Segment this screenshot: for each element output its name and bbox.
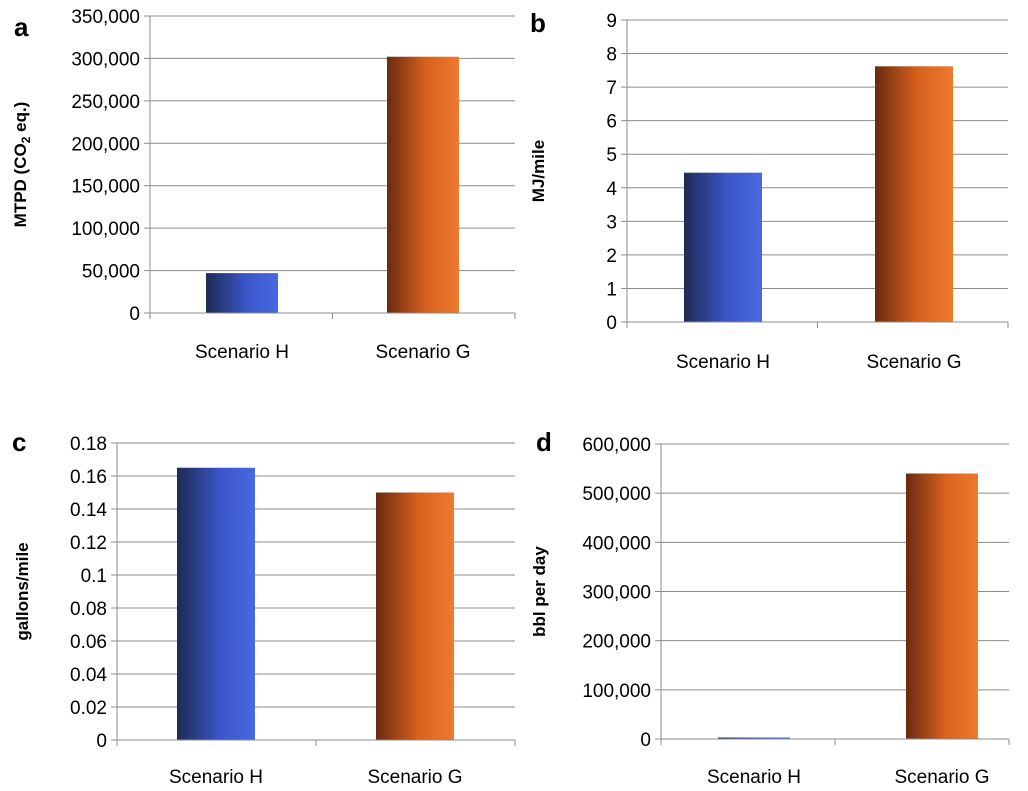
y-tick-label-c-6: 0.12 <box>70 533 107 554</box>
y-tick-label-c-9: 0.18 <box>70 434 107 455</box>
panel-letter-d: d <box>536 427 552 457</box>
bar-c-1 <box>376 492 454 740</box>
y-tick-label-b-7: 7 <box>606 78 617 99</box>
category-label-d-0: Scenario H <box>707 767 801 788</box>
category-label-a-0: Scenario H <box>195 342 289 363</box>
y-tick-label-c-7: 0.14 <box>70 500 107 521</box>
y-tick-label-a-6: 300,000 <box>71 49 140 70</box>
y-tick-label-b-0: 0 <box>606 313 617 334</box>
y-tick-label-d-2: 200,000 <box>582 632 651 653</box>
y-tick-label-b-2: 2 <box>606 246 617 267</box>
y-tick-label-b-9: 9 <box>606 11 617 32</box>
y-tick-label-b-3: 3 <box>606 212 617 233</box>
y-tick-label-c-4: 0.08 <box>70 599 107 620</box>
category-label-b-0: Scenario H <box>676 352 770 373</box>
category-label-c-0: Scenario H <box>169 767 263 788</box>
y-tick-label-a-7: 350,000 <box>71 7 140 28</box>
y-tick-label-a-1: 50,000 <box>82 262 140 283</box>
panel-letter-c: c <box>12 427 26 457</box>
y-tick-label-b-8: 8 <box>606 45 617 66</box>
y-tick-label-c-5: 0.1 <box>81 566 107 587</box>
y-tick-label-c-2: 0.04 <box>70 665 107 686</box>
bar-d-1 <box>906 473 978 739</box>
y-tick-label-a-3: 150,000 <box>71 177 140 198</box>
y-tick-label-b-4: 4 <box>606 179 617 200</box>
y-tick-label-b-6: 6 <box>606 112 617 133</box>
panel-letter-a: a <box>14 12 29 42</box>
y-tick-label-b-1: 1 <box>606 279 617 300</box>
y-tick-label-d-5: 500,000 <box>582 484 651 505</box>
y-axis-label-b: MJ/mile <box>529 140 548 202</box>
bar-d-0 <box>718 737 790 739</box>
panel-letter-b: b <box>530 8 546 38</box>
bar-b-0 <box>684 172 762 322</box>
category-label-d-1: Scenario G <box>894 767 989 788</box>
y-axis-label-a: MTPD (CO2 eq.) <box>11 102 33 228</box>
bar-b-1 <box>875 66 953 322</box>
y-tick-label-c-8: 0.16 <box>70 467 107 488</box>
y-tick-label-c-0: 0 <box>96 731 107 752</box>
category-label-a-1: Scenario G <box>375 342 470 363</box>
y-tick-label-c-1: 0.02 <box>70 698 107 719</box>
y-tick-label-d-3: 300,000 <box>582 583 651 604</box>
y-tick-label-a-4: 200,000 <box>71 134 140 155</box>
bar-a-1 <box>387 56 459 313</box>
y-axis-label-d: bbl per day <box>530 546 549 637</box>
y-tick-label-a-0: 0 <box>129 304 140 325</box>
y-tick-label-d-0: 0 <box>640 730 651 751</box>
category-label-b-1: Scenario G <box>866 352 961 373</box>
bar-a-0 <box>206 273 278 313</box>
y-tick-label-d-6: 600,000 <box>582 435 651 456</box>
bar-c-0 <box>177 467 255 740</box>
y-tick-label-a-2: 100,000 <box>71 219 140 240</box>
y-tick-label-d-1: 100,000 <box>582 681 651 702</box>
y-tick-label-a-5: 250,000 <box>71 92 140 113</box>
category-label-c-1: Scenario G <box>367 767 462 788</box>
y-tick-label-b-5: 5 <box>606 145 617 166</box>
y-tick-label-d-4: 400,000 <box>582 533 651 554</box>
y-axis-label-c: gallons/mile <box>13 542 32 640</box>
y-tick-label-c-3: 0.06 <box>70 632 107 653</box>
